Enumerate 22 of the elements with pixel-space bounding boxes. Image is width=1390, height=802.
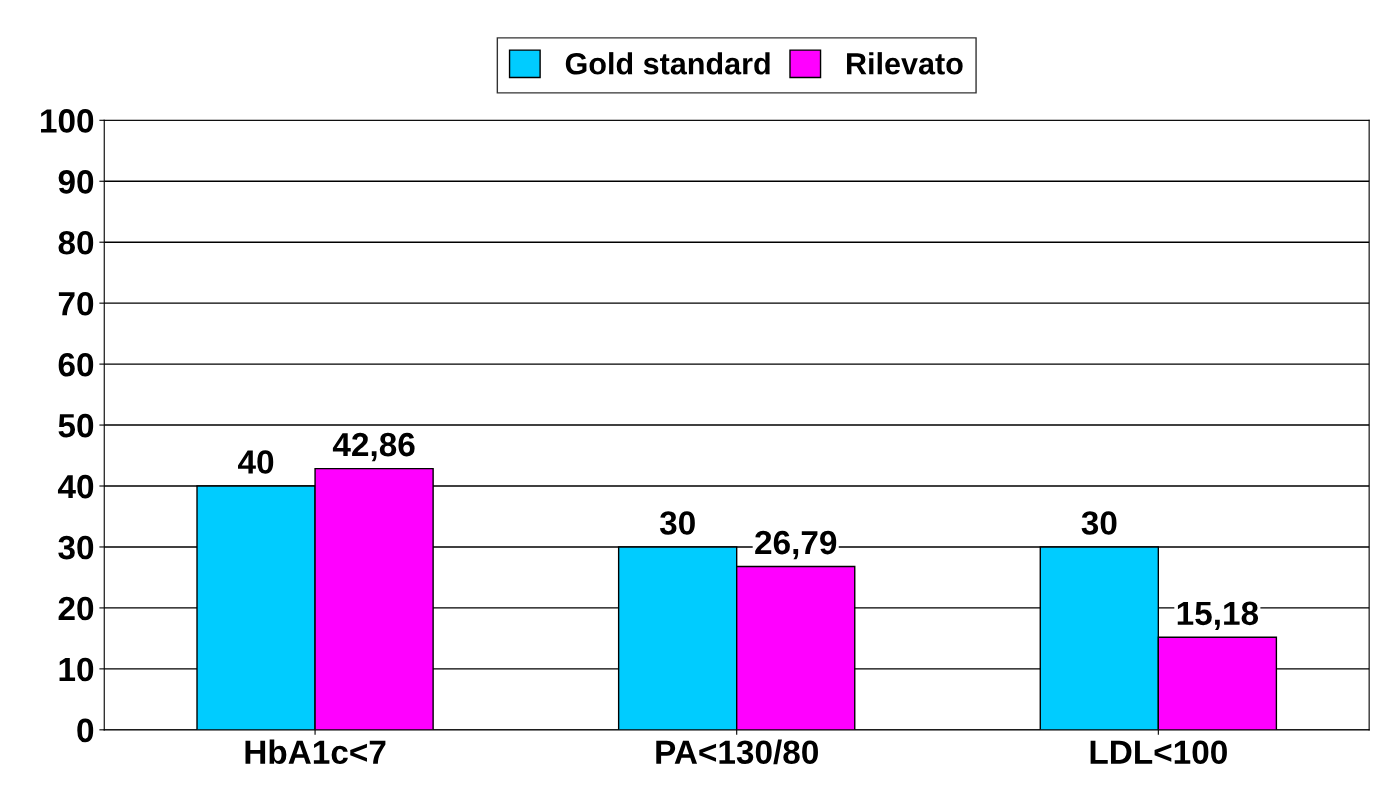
y-tick-label: 0 — [77, 718, 94, 743]
data-label: 42,86 — [332, 432, 415, 462]
y-tick-label: 30 — [58, 535, 94, 560]
x-tick-label: PA<130/80 — [656, 739, 818, 765]
data-label: 30 — [1081, 511, 1117, 535]
y-tick-label: 20 — [58, 596, 94, 621]
legend-label: Rilevato — [847, 52, 963, 75]
y-tick-label: 100 — [41, 109, 94, 133]
y-tick-label: 40 — [57, 474, 94, 499]
y-tick-label: 80 — [58, 231, 94, 255]
x-tick-label: LDL<100 — [1090, 740, 1227, 765]
y-tick-label: 60 — [58, 352, 94, 377]
y-tick-label: 10 — [59, 657, 94, 682]
data-label: 30 — [659, 511, 695, 535]
y-tick-label: 70 — [58, 291, 94, 316]
data-label: 15,18 — [1177, 601, 1259, 630]
y-tick-label: 90 — [58, 170, 94, 194]
legend-label: Gold standard — [565, 52, 770, 75]
data-label: 40 — [238, 450, 274, 474]
x-tick-label: HbA1c<7 — [245, 739, 386, 765]
data-label: 26,79 — [755, 530, 837, 560]
y-tick-label: 50 — [58, 413, 94, 438]
